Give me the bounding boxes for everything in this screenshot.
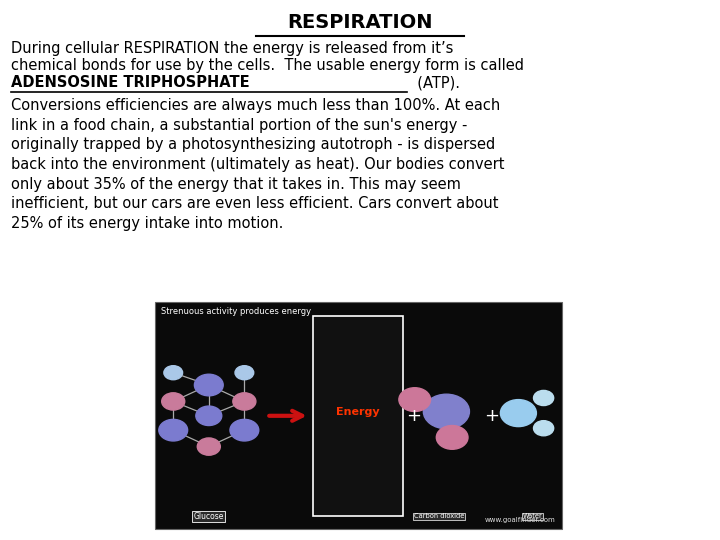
Circle shape: [196, 406, 222, 426]
Circle shape: [534, 390, 554, 406]
Text: chemical bonds for use by the cells.  The usable energy form is called: chemical bonds for use by the cells. The…: [11, 58, 523, 73]
Circle shape: [162, 393, 185, 410]
Text: +: +: [485, 407, 499, 425]
Circle shape: [399, 388, 431, 411]
Circle shape: [233, 393, 256, 410]
Circle shape: [194, 374, 223, 396]
Text: Carbon dioxide: Carbon dioxide: [414, 514, 464, 519]
Text: Water: Water: [523, 514, 543, 519]
Circle shape: [423, 394, 469, 429]
Circle shape: [534, 421, 554, 436]
Circle shape: [164, 366, 183, 380]
Text: (ATP).: (ATP).: [408, 75, 460, 90]
Text: www.goalfinder.com: www.goalfinder.com: [485, 517, 556, 523]
Text: Energy: Energy: [336, 407, 380, 417]
Text: Strenuous activity produces energy: Strenuous activity produces energy: [161, 307, 311, 316]
Text: RESPIRATION: RESPIRATION: [287, 14, 433, 32]
Text: During cellular RESPIRATION the energy is released from it’s: During cellular RESPIRATION the energy i…: [11, 40, 453, 56]
Text: Glucose: Glucose: [194, 512, 224, 521]
Circle shape: [436, 426, 468, 449]
Text: ADENSOSINE TRIPHOSPHATE: ADENSOSINE TRIPHOSPHATE: [11, 75, 249, 90]
FancyBboxPatch shape: [313, 316, 403, 516]
Circle shape: [230, 420, 258, 441]
Circle shape: [159, 420, 188, 441]
Text: Conversions efficiencies are always much less than 100%. At each
link in a food : Conversions efficiencies are always much…: [11, 98, 504, 231]
Text: +: +: [407, 407, 421, 425]
Circle shape: [235, 366, 253, 380]
Circle shape: [197, 438, 220, 455]
Circle shape: [500, 400, 536, 427]
FancyBboxPatch shape: [155, 302, 562, 529]
